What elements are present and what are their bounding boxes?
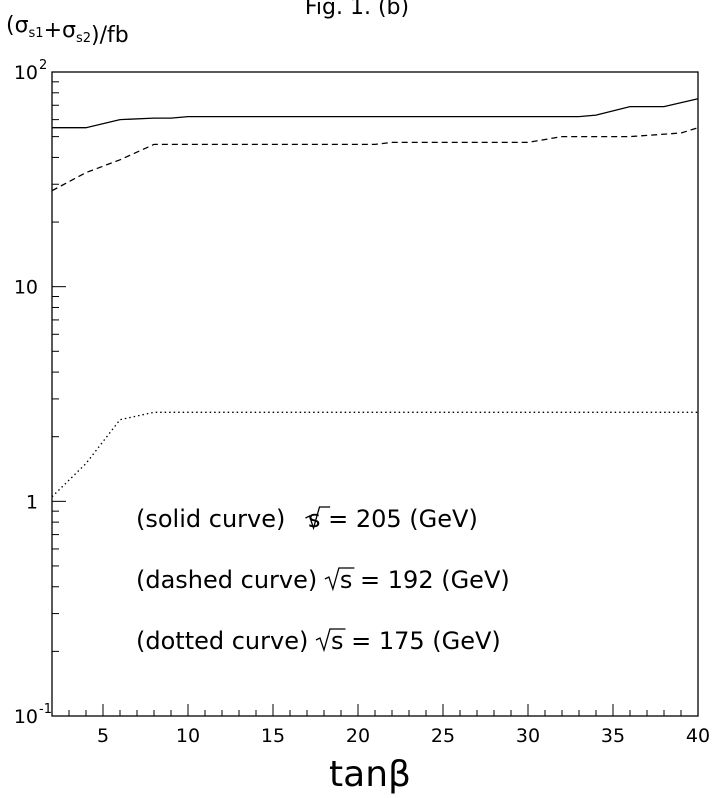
x-tick-label: 5 [97, 725, 109, 747]
x-tick-label: 25 [431, 725, 455, 747]
annotation-suffix: = 192 (GeV) [352, 566, 509, 594]
chart-title: Fig. 1. (b) [305, 0, 409, 20]
x-tick-label: 35 [601, 725, 625, 747]
y-axis-label-part: +σ [44, 18, 76, 43]
y-axis-label-group: (σs1+σs2)/fb [6, 13, 129, 48]
y-tick-exponent: 2 [39, 58, 47, 73]
annotation-text: (dotted curve) s = 175 (GeV) [136, 627, 501, 655]
x-tick-label: 20 [346, 725, 370, 747]
annotation-prefix: (dotted curve) [136, 627, 316, 655]
y-axis-label-part: (σ [6, 13, 29, 38]
y-tick-exponent: -1 [39, 702, 52, 717]
y-axis-label-part: )/fb [91, 23, 129, 48]
x-tick-label: 40 [686, 725, 710, 747]
y-axis-label-subscript: s1 [29, 26, 44, 41]
annotation-prefix: (dashed curve) [136, 566, 325, 594]
annotation-text: (solid curve) s = 205 (GeV) [136, 505, 478, 533]
y-tick-label: 10 [14, 706, 38, 728]
annotation-suffix: = 205 (GeV) [321, 505, 478, 533]
y-tick-label-group: 10 2 [14, 58, 47, 84]
series-dashed-line [51, 127, 699, 192]
annotation-suffix: = 175 (GeV) [343, 627, 500, 655]
x-tick-label: 15 [261, 725, 285, 747]
y-tick-label-group: 10 -1 [14, 702, 52, 728]
x-axis-label-group: tanβ [329, 754, 411, 795]
series-dotted-line [51, 411, 698, 498]
annotation-radicand: s [308, 505, 321, 533]
x-axis-label: tanβ [329, 754, 411, 795]
annotation-text: (dashed curve) s = 192 (GeV) [136, 566, 510, 594]
series-solid-line [52, 98, 699, 129]
x-tick-label: 10 [176, 725, 200, 747]
y-tick-label: 10 [14, 62, 38, 84]
x-tick-label: 30 [516, 725, 540, 747]
annotation-radicand: s [340, 566, 353, 594]
y-tick-label: 10 [14, 277, 38, 299]
y-tick-label: 1 [26, 491, 38, 513]
y-axis-label-subscript: s2 [76, 31, 91, 46]
annotations: (solid curve) s = 205 (GeV) (dashed curve… [136, 505, 510, 655]
series-lines [51, 98, 699, 498]
sqrt-radical-icon [305, 506, 331, 531]
chart-title-group: Fig. 1. (b) [305, 0, 409, 20]
x-axis-ticks: 5 10 15 20 25 30 35 40 [51, 704, 710, 747]
annotation-prefix: (solid curve) [136, 505, 293, 533]
annotation-radicand: s [331, 627, 344, 655]
y-tick-label-group: 10 [14, 277, 38, 299]
sqrt-radical-icon [324, 567, 355, 592]
sqrt-radical-icon [315, 628, 346, 653]
y-tick-label-group: 1 [26, 491, 38, 513]
plot-frame [51, 71, 699, 717]
y-axis-label: (σs1+σs2)/fb [6, 13, 129, 48]
